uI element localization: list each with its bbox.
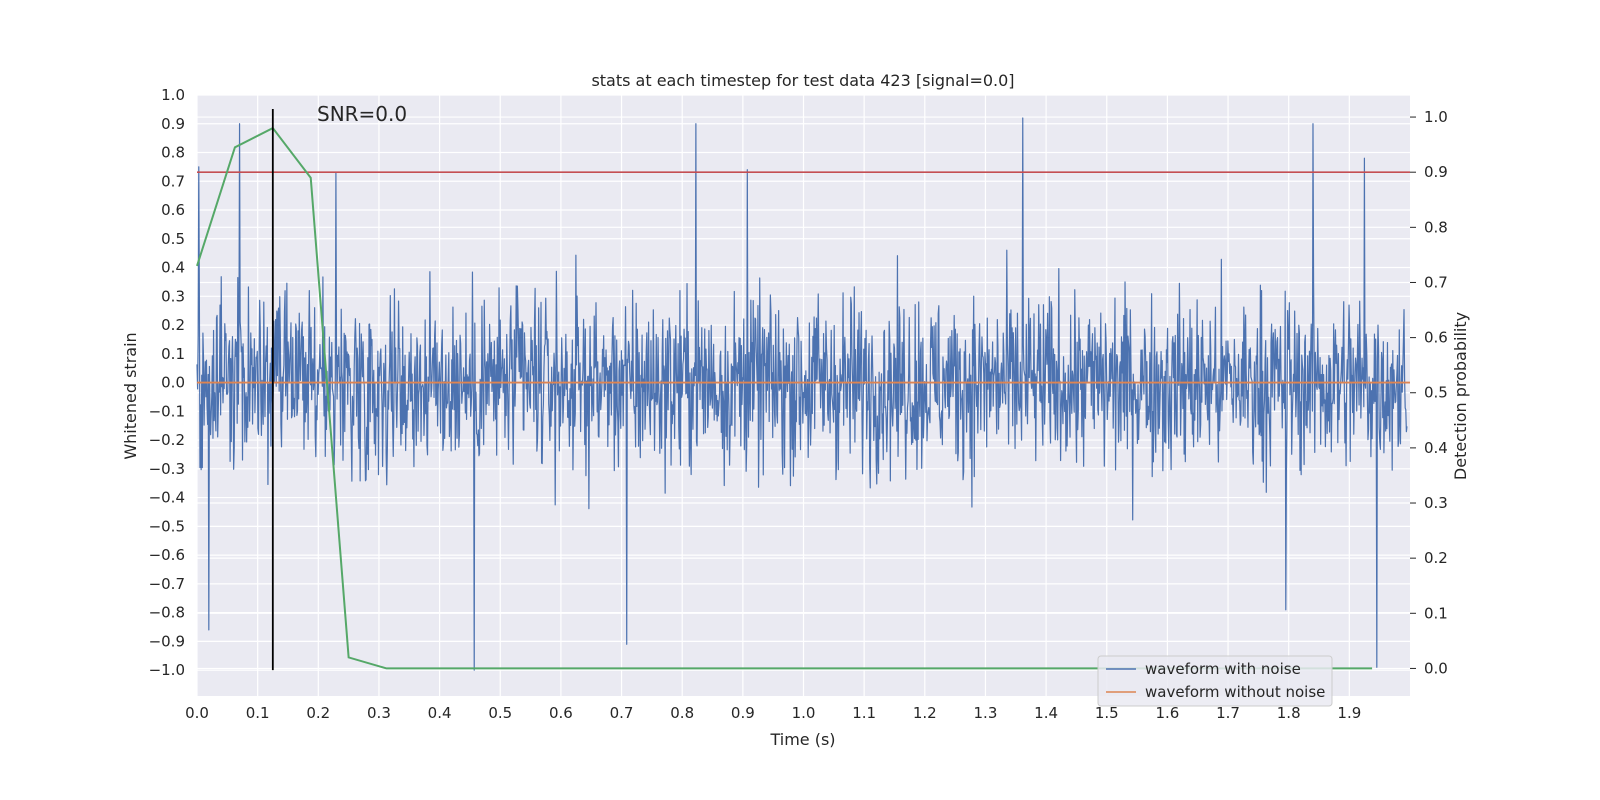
y2-tick-label: 0.8: [1424, 218, 1448, 236]
x-tick-label: 0.7: [610, 704, 634, 722]
y-tick-label: −0.8: [149, 604, 185, 622]
y2-tick-label: 0.6: [1424, 329, 1448, 347]
series-waveform-with-noise: [196, 117, 1408, 671]
y-tick-label: 0.9: [161, 115, 185, 133]
y-tick-label: 0.3: [161, 287, 185, 305]
y2-tick-label: 0.4: [1424, 439, 1448, 457]
x-tick-label: 1.6: [1155, 704, 1179, 722]
plot-area: [196, 109, 1410, 671]
legend-box: [1097, 655, 1333, 707]
y2-axis-ticks: 1.0 0.9 0.8 0.7 0.6 0.5 0.4 0.3 0.2 0.1 0.0: [1410, 108, 1448, 677]
x-tick-label: 0.2: [306, 704, 330, 722]
y-tick-label: −0.6: [149, 546, 185, 564]
x-tick-label: 1.7: [1216, 704, 1240, 722]
y-tick-label: 0.0: [161, 374, 185, 392]
y-tick-label: 0.5: [161, 230, 185, 248]
y-tick-label: −0.4: [149, 489, 185, 507]
x-tick-label: 0.9: [731, 704, 755, 722]
x-tick-label: 1.8: [1277, 704, 1301, 722]
y-tick-label: 1.0: [161, 86, 185, 104]
x-axis-title: Time (s): [769, 730, 835, 749]
x-tick-label: 0.5: [488, 704, 512, 722]
y-tick-label: 0.1: [161, 345, 185, 363]
x-tick-label: 1.2: [913, 704, 937, 722]
x-tick-label: 0.8: [670, 704, 694, 722]
x-tick-label: 0.6: [549, 704, 573, 722]
x-tick-label: 1.3: [974, 704, 998, 722]
y2-tick-label: 0.2: [1424, 549, 1448, 567]
grid: [196, 94, 1410, 696]
y-axis-title: Whitened strain: [121, 332, 140, 459]
y-tick-label: −0.7: [149, 575, 185, 593]
y-tick-label: −0.2: [149, 431, 185, 449]
y2-tick-label: 0.5: [1424, 384, 1448, 402]
y-tick-label: −0.1: [149, 402, 185, 420]
y-tick-label: −0.9: [149, 632, 185, 650]
legend: waveform with noise waveform without noi…: [1097, 655, 1333, 707]
y-tick-label: −0.3: [149, 460, 185, 478]
x-tick-label: 1.1: [852, 704, 876, 722]
y-tick-label: 0.6: [161, 201, 185, 219]
y-tick-label: 0.8: [161, 144, 185, 162]
y-tick-label: −0.5: [149, 517, 185, 535]
y2-axis-title: Detection probability: [1451, 312, 1470, 480]
y-tick-label: 0.4: [161, 259, 185, 277]
y-tick-label: 0.7: [161, 172, 185, 190]
x-tick-label: 0.1: [246, 704, 270, 722]
legend-label-noise: waveform with noise: [1145, 660, 1301, 678]
y-axis-ticks: 1.0 0.9 0.8 0.7 0.6 0.5 0.4 0.3 0.2 0.1 0.0 −0.1 −0.…: [149, 86, 185, 679]
snr-annotation: SNR=0.0: [317, 102, 407, 126]
x-axis-ticks: 0.0 0.1 0.2 0.3 0.4 0.5 0.6 0.7 0.8 0.9 1.0 1.1 1.2 1…: [185, 704, 1361, 722]
x-tick-label: 1.9: [1337, 704, 1361, 722]
x-tick-label: 1.5: [1095, 704, 1119, 722]
x-tick-label: 0.0: [185, 704, 209, 722]
x-tick-label: 0.3: [367, 704, 391, 722]
y2-tick-label: 0.1: [1424, 604, 1448, 622]
legend-label-clean: waveform without noise: [1145, 683, 1325, 701]
y2-tick-label: 0.0: [1424, 659, 1448, 677]
y2-tick-label: 0.7: [1424, 273, 1448, 291]
y-tick-label: −1.0: [149, 661, 185, 679]
y2-tick-label: 0.3: [1424, 494, 1448, 512]
x-tick-label: 1.0: [792, 704, 816, 722]
x-tick-label: 1.4: [1034, 704, 1058, 722]
chart-title: stats at each timestep for test data 423…: [591, 71, 1014, 90]
y2-tick-label: 1.0: [1424, 108, 1448, 126]
y2-tick-label: 0.9: [1424, 163, 1448, 181]
y-tick-label: 0.2: [161, 316, 185, 334]
x-tick-label: 0.4: [428, 704, 452, 722]
